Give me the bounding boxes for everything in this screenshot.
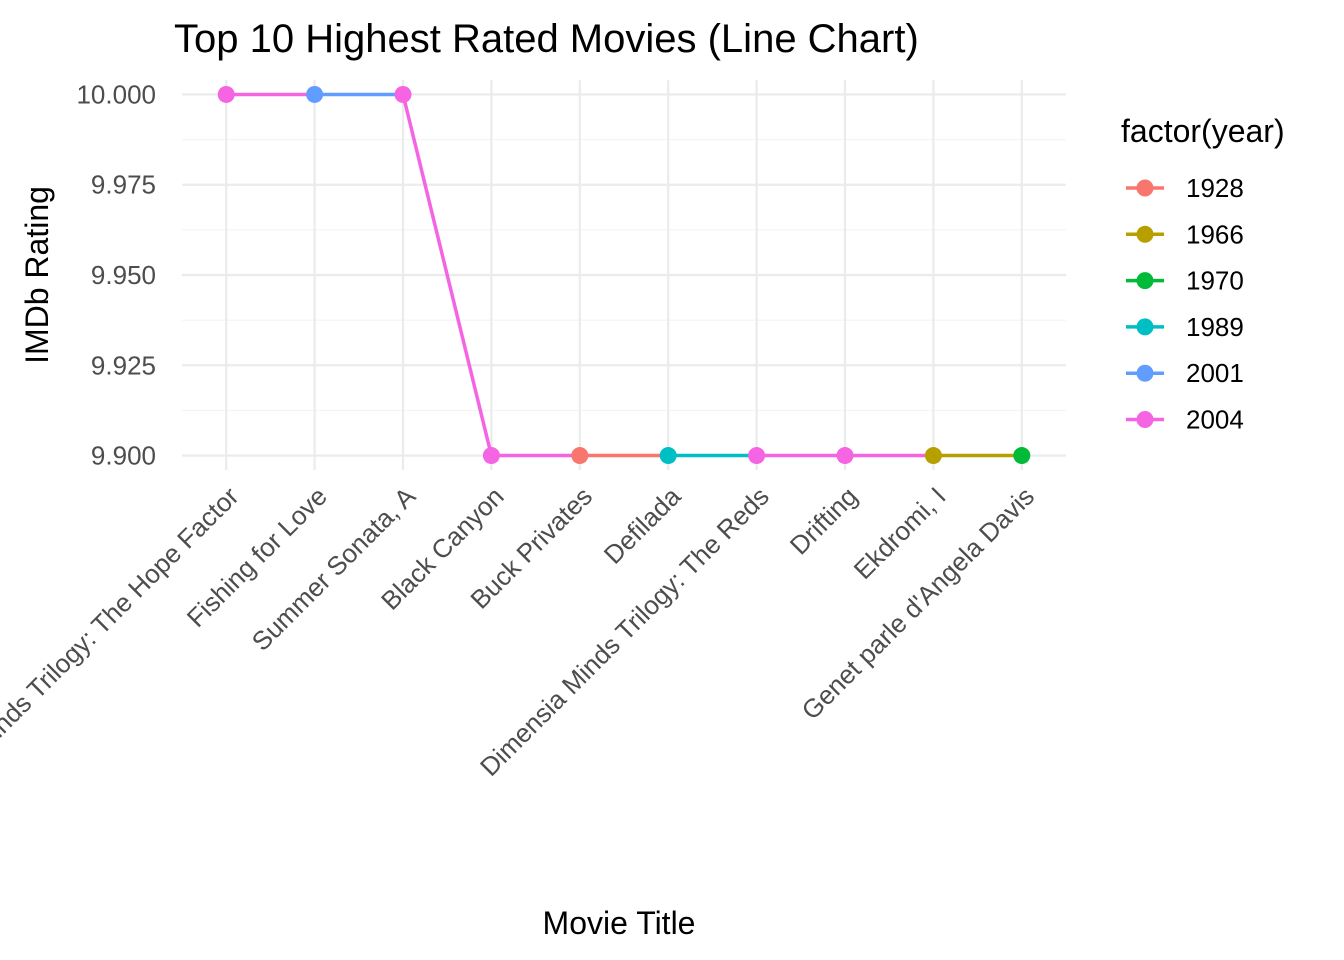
y-tick-label: 9.925 (91, 350, 156, 380)
series-line-segment (401, 94, 494, 456)
legend-key-point (1136, 179, 1154, 197)
data-point (217, 85, 235, 103)
data-point (924, 447, 942, 465)
data-point (482, 447, 500, 465)
legend-title: factor(year) (1121, 113, 1285, 149)
legend-key-point (1136, 411, 1154, 428)
chart-title: Top 10 Highest Rated Movies (Line Chart) (174, 17, 919, 61)
data-point (836, 447, 854, 465)
data-point (306, 85, 324, 103)
series-lines (226, 92, 1022, 458)
y-tick-label: 9.950 (91, 260, 156, 290)
x-tick-label: Drifting (784, 481, 863, 560)
legend-label: 1966 (1186, 219, 1244, 249)
legend-key-point (1136, 272, 1154, 290)
legend-label: 2001 (1186, 358, 1244, 388)
legend-key-point (1136, 318, 1154, 336)
grid (182, 80, 1066, 470)
legend-entry: 2001 (1126, 358, 1244, 388)
y-tick-label: 9.975 (91, 170, 156, 200)
data-point (394, 85, 412, 103)
legend-key-point (1136, 225, 1154, 243)
legend-label: 1928 (1186, 173, 1244, 203)
legend-entries: 1928 1966 1970 1989 2001 2004 (1126, 173, 1244, 435)
x-axis-ticks: Dimensia Minds Trilogy: The Hope FactorF… (0, 481, 1040, 841)
data-point (1013, 447, 1031, 465)
legend-entry: 1989 (1126, 312, 1244, 342)
y-tick-label: 9.900 (91, 441, 156, 471)
x-tick-label: Summer Sonata, A (246, 481, 422, 657)
legend-entry: 2004 (1126, 405, 1244, 435)
y-axis-ticks: 9.900 9.925 9.950 9.975 10.000 (76, 79, 156, 470)
data-point (571, 447, 589, 465)
legend-key-point (1136, 364, 1154, 382)
legend-entry: 1970 (1126, 266, 1244, 296)
series-points (217, 85, 1031, 465)
legend-label: 1989 (1186, 312, 1244, 342)
data-point (748, 447, 766, 465)
x-tick-label: Defilada (598, 481, 687, 570)
legend-label: 1970 (1186, 266, 1244, 296)
legend-entry: 1966 (1126, 219, 1244, 249)
legend-label: 2004 (1186, 405, 1244, 435)
y-axis-title: IMDb Rating (19, 186, 55, 364)
y-tick-label: 10.000 (76, 79, 156, 109)
legend: factor(year) 1928 1966 1970 1989 2001 2004 (1121, 113, 1285, 435)
legend-entry: 1928 (1126, 173, 1244, 203)
data-point (659, 447, 677, 465)
x-tick-label: Dimensia Minds Trilogy: The Hope Factor (0, 481, 245, 840)
x-axis-title: Movie Title (543, 905, 696, 941)
